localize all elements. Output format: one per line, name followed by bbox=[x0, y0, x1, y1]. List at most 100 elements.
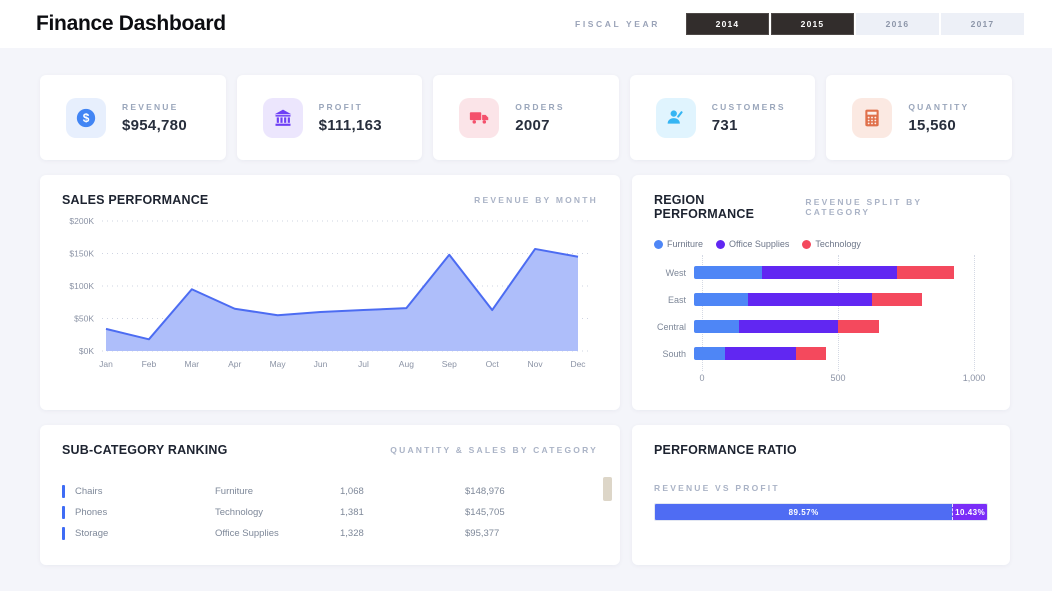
cell-subcategory: Storage bbox=[75, 528, 109, 539]
page-title: Finance Dashboard bbox=[36, 12, 226, 35]
cell-quantity: 1,381 bbox=[340, 507, 364, 518]
bottom-row: SUB-CATEGORY RANKING QUANTITY & SALES BY… bbox=[40, 425, 1012, 565]
revenue-by-month-area-chart: $0K $50K $100K $150K $200K Jan Feb Mar Apr May Jun… bbox=[69, 216, 588, 369]
kpi-label: QUANTITY bbox=[908, 101, 970, 112]
sales-performance-panel: SALES PERFORMANCE REVENUE BY MONTH $0K $5… bbox=[40, 175, 620, 410]
svg-text:Aug: Aug bbox=[399, 359, 414, 369]
svg-text:Jun: Jun bbox=[314, 359, 328, 369]
kpi-row: $ REVENUE $954,780 PROFIT $111,163 bbox=[40, 75, 1012, 160]
svg-text:Dec: Dec bbox=[570, 359, 586, 369]
bar-segment-technology bbox=[896, 266, 954, 279]
dollar-coin-icon: $ bbox=[66, 97, 106, 138]
stacked-bar bbox=[694, 293, 974, 306]
x-tick: 500 bbox=[830, 373, 846, 383]
table-row: Chairs Furniture 1,068 $148,976 bbox=[62, 481, 598, 502]
year-tab-2016[interactable]: 2016 bbox=[856, 13, 939, 35]
svg-text:$0K: $0K bbox=[79, 346, 94, 356]
svg-text:$: $ bbox=[83, 111, 90, 125]
scrollbar-thumb[interactable] bbox=[603, 477, 612, 501]
top-bar: Finance Dashboard FISCAL YEAR 2014 2015 … bbox=[0, 0, 1052, 48]
gridline bbox=[702, 255, 703, 371]
region-performance-panel: REGION PERFORMANCE REVENUE SPLIT BY CATE… bbox=[632, 175, 1010, 410]
kpi-label: ORDERS bbox=[515, 101, 565, 112]
panel-title: SALES PERFORMANCE bbox=[62, 193, 209, 207]
bar-segment-technology bbox=[796, 347, 826, 360]
bar-segment-technology bbox=[872, 293, 923, 306]
svg-text:$50K: $50K bbox=[74, 314, 94, 324]
kpi-card-orders: ORDERS 2007 bbox=[433, 75, 619, 160]
cell-sales: $148,976 bbox=[465, 486, 505, 497]
dashboard-body: $ REVENUE $954,780 PROFIT $111,163 bbox=[0, 48, 1052, 565]
kpi-label: CUSTOMERS bbox=[711, 101, 786, 112]
svg-text:$200K: $200K bbox=[69, 216, 94, 226]
panel-title: SUB-CATEGORY RANKING bbox=[62, 443, 228, 457]
kpi-value: 15,560 bbox=[908, 116, 957, 134]
legend-item-technology[interactable]: Technology bbox=[802, 239, 861, 249]
legend-dot bbox=[716, 239, 726, 249]
svg-text:Jan: Jan bbox=[99, 359, 113, 369]
bar-segment-furniture bbox=[694, 347, 726, 360]
svg-text:$100K: $100K bbox=[69, 281, 94, 291]
legend-dot bbox=[802, 239, 812, 249]
truck-icon bbox=[459, 97, 500, 138]
region-bar-row-east: East bbox=[654, 286, 988, 313]
cell-category: Office Supplies bbox=[215, 528, 279, 539]
year-tab-2015[interactable]: 2015 bbox=[771, 13, 854, 35]
cell-subcategory: Phones bbox=[75, 507, 108, 518]
region-bar-row-south: South bbox=[654, 340, 988, 367]
kpi-value: 2007 bbox=[515, 116, 550, 134]
bank-icon bbox=[262, 97, 303, 138]
svg-text:Feb: Feb bbox=[142, 359, 157, 369]
cell-subcategory: Chairs bbox=[75, 486, 103, 497]
bar-segment-office-supplies bbox=[739, 320, 838, 333]
x-tick: 0 bbox=[699, 373, 705, 383]
panel-title: PERFORMANCE RATIO bbox=[654, 443, 797, 457]
subcategory-table: Chairs Furniture 1,068 $148,976 Phones T… bbox=[62, 481, 598, 544]
cell-category: Technology bbox=[215, 507, 264, 518]
region-label: South bbox=[662, 348, 686, 359]
svg-text:$150K: $150K bbox=[69, 249, 94, 259]
kpi-card-revenue: $ REVENUE $954,780 bbox=[40, 75, 226, 160]
cell-quantity: 1,328 bbox=[340, 528, 364, 539]
gridline bbox=[974, 255, 975, 371]
kpi-value: $954,780 bbox=[122, 116, 187, 134]
chart-gridlines bbox=[702, 255, 975, 371]
panel-subtitle: REVENUE BY MONTH bbox=[474, 195, 598, 205]
svg-text:Oct: Oct bbox=[486, 359, 500, 369]
gridline bbox=[838, 255, 839, 371]
kpi-card-quantity: QUANTITY 15,560 bbox=[826, 75, 1012, 160]
stacked-bar bbox=[694, 347, 974, 360]
cell-sales: $145,705 bbox=[465, 507, 505, 518]
panel-title: REGION PERFORMANCE bbox=[654, 193, 755, 221]
bar-segment-technology bbox=[837, 320, 880, 333]
legend-item-office-supplies[interactable]: Office Supplies bbox=[716, 239, 789, 249]
year-tab-2014[interactable]: 2014 bbox=[686, 13, 769, 35]
region-label: Central bbox=[656, 321, 686, 332]
year-tab-2017[interactable]: 2017 bbox=[941, 13, 1024, 35]
ratio-segment-revenue: 89.57% bbox=[655, 504, 953, 520]
kpi-card-customers: CUSTOMERS 731 bbox=[629, 75, 816, 160]
ratio-segment-profit: 10.43% bbox=[952, 504, 987, 520]
stacked-bar bbox=[694, 266, 974, 279]
x-axis-labels: 0 500 1,000 bbox=[699, 373, 985, 387]
legend-item-furniture[interactable]: Furniture bbox=[654, 239, 703, 249]
kpi-label: PROFIT bbox=[318, 101, 363, 112]
bar-segment-furniture bbox=[694, 266, 762, 279]
bar-segment-furniture bbox=[694, 320, 740, 333]
region-label: West bbox=[665, 267, 686, 278]
revenue-vs-profit-ratio-bar: 89.57% 10.43% bbox=[654, 503, 988, 521]
subcategory-ranking-panel: SUB-CATEGORY RANKING QUANTITY & SALES BY… bbox=[40, 425, 620, 565]
cell-category: Furniture bbox=[215, 486, 254, 497]
bar-segment-furniture bbox=[694, 293, 748, 306]
svg-text:Apr: Apr bbox=[228, 359, 241, 369]
row-accent-bar bbox=[62, 527, 65, 540]
kpi-label: REVENUE bbox=[122, 101, 179, 112]
svg-text:May: May bbox=[270, 359, 287, 369]
table-row: Phones Technology 1,381 $145,705 bbox=[62, 502, 598, 523]
kpi-value: 731 bbox=[711, 116, 738, 134]
row-accent-bar bbox=[62, 485, 65, 498]
kpi-value: $111,163 bbox=[318, 116, 382, 134]
region-bar-row-central: Central bbox=[654, 313, 988, 340]
user-icon bbox=[655, 97, 696, 138]
